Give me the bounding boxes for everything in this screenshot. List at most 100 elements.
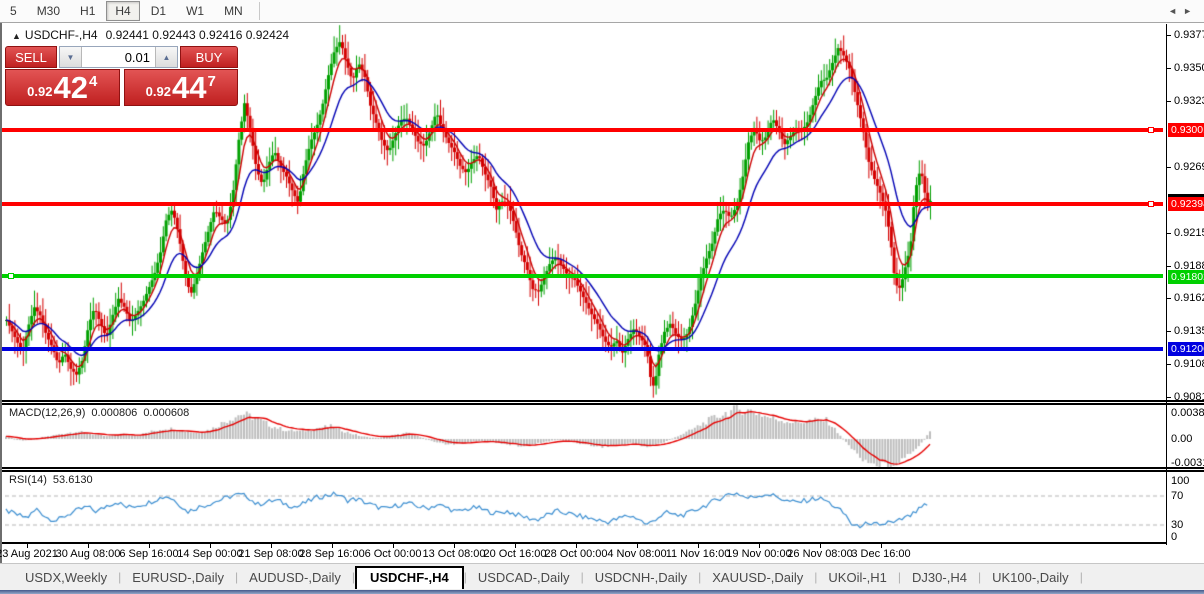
price-axis-label: 0.91885 <box>1174 260 1204 272</box>
date-axis-tick <box>759 544 760 548</box>
macd-signal-value: 0.000608 <box>143 407 190 419</box>
price-axis-label: 0.91350 <box>1174 325 1204 337</box>
price-axis-tick <box>1167 397 1171 398</box>
macd-indicator-canvas[interactable] <box>5 405 1166 467</box>
date-axis[interactable]: 23 Aug 2021 30 Aug 08:00 6 Sep 16:00 14 Sep… <box>0 544 1204 563</box>
date-axis-label: 6 Sep 16:00 <box>119 548 179 560</box>
price-axis-tick <box>1167 266 1171 267</box>
timeframe-button-h1[interactable]: H1 <box>80 4 96 18</box>
date-axis-tick <box>393 544 394 548</box>
date-axis-label: 21 Sep 08:00 <box>238 548 304 560</box>
tab-ukoil-h1[interactable]: UKOil-,H1 <box>828 569 887 585</box>
tab-usdchf-h4[interactable]: USDCHF-,H4 <box>354 565 464 589</box>
tab-separator: | <box>351 570 355 584</box>
date-axis-tick <box>149 544 150 548</box>
price-line-0.92394[interactable] <box>2 202 1163 206</box>
price-line-0.93001[interactable] <box>2 128 1163 132</box>
window-bottom-edge <box>0 590 1204 594</box>
price-axis-tick <box>1167 298 1171 299</box>
price-line-0.91206[interactable] <box>2 347 1163 351</box>
chart-tabs-bar: USDX,Weekly | EURUSD-,Daily | AUDUSD-,Daily |… <box>0 563 1204 590</box>
timeframe-button-m30[interactable]: M30 <box>36 4 61 18</box>
date-axis-label: 26 Nov 08:00 <box>787 548 853 560</box>
tab-usdcnh-daily[interactable]: USDCNH-,Daily <box>594 569 688 585</box>
tab-separator: | <box>1079 570 1083 584</box>
date-axis-tick <box>210 544 211 548</box>
timeframe-toolbar: 5 M30 H1 H4 D1 W1 MN <box>0 0 1204 23</box>
price-axis-tick <box>1167 331 1171 332</box>
macd-main-value: 0.000806 <box>91 407 138 419</box>
date-axis-tick <box>271 544 272 548</box>
timeframe-button-h4[interactable]: H4 <box>106 1 140 21</box>
date-axis-label: 28 Oct 00:00 <box>544 548 608 560</box>
price-axis-line <box>1166 24 1167 545</box>
tab-usdx-weekly[interactable]: USDX,Weekly <box>25 569 108 585</box>
date-axis-label: 11 Nov 16:00 <box>665 548 731 560</box>
price-axis-label: 0.93505 <box>1174 62 1204 74</box>
date-axis-label: 13 Oct 08:00 <box>422 548 486 560</box>
price-line-label-0.92394: 0.92394 <box>1168 197 1204 211</box>
date-axis-label: 30 Aug 08:00 <box>55 548 121 560</box>
price-line-label-0.93001: 0.93001 <box>1168 123 1204 137</box>
price-axis-tick <box>1167 101 1171 102</box>
tab-separator: | <box>580 570 584 584</box>
date-axis-tick <box>881 544 882 548</box>
chart-window[interactable]: ▲USDCHF-,H40.92441 0.92443 0.92416 0.924… <box>0 23 1204 563</box>
price-line-0.91802[interactable] <box>2 274 1163 278</box>
date-axis-label: 28 Sep 16:00 <box>299 548 365 560</box>
date-axis-tick <box>88 544 89 548</box>
price-axis-label: 0.93775 <box>1174 29 1204 41</box>
date-axis-label: 23 Aug 2021 <box>0 548 58 560</box>
price-axis-label: 0.92155 <box>1174 227 1204 239</box>
price-line-handle[interactable] <box>1148 127 1154 133</box>
toolbar-separator <box>258 2 260 20</box>
tab-scroll-arrows[interactable]: ◄► <box>1168 6 1198 16</box>
tab-separator: | <box>977 570 982 584</box>
tab-separator: | <box>118 570 122 584</box>
tab-dj30-h4[interactable]: DJ30-,H4 <box>912 569 967 585</box>
price-axis-label: 0.90810 <box>1174 391 1204 403</box>
date-axis-tick <box>576 544 577 548</box>
price-chart-canvas[interactable] <box>5 24 1166 401</box>
price-axis-tick <box>1167 68 1171 69</box>
tab-eurusd-daily[interactable]: EURUSD-,Daily <box>132 569 224 585</box>
date-axis-label: 20 Oct 16:00 <box>483 548 547 560</box>
rsi-axis-label: 30 <box>1171 519 1184 531</box>
tab-separator: | <box>463 570 467 584</box>
rsi-axis-label: 0 <box>1171 531 1178 543</box>
rsi-axis-label: 100 <box>1171 475 1190 487</box>
tab-scroll-right-icon[interactable]: ► <box>1183 6 1198 16</box>
date-axis-label: 14 Sep 00:00 <box>177 548 243 560</box>
macd-axis-label: 0.003815 <box>1171 407 1204 419</box>
rsi-indicator-canvas[interactable] <box>5 472 1166 542</box>
price-line-label-0.91206: 0.91206 <box>1168 342 1204 356</box>
macd-axis-label: 0.00 <box>1171 433 1193 445</box>
time-axis-line <box>2 542 1167 544</box>
rsi-label: RSI(14) 53.6130 <box>9 474 93 486</box>
price-axis-label: 0.92695 <box>1174 161 1204 173</box>
timeframe-button-mn[interactable]: MN <box>224 4 243 18</box>
timeframe-button-d1[interactable]: D1 <box>150 4 167 18</box>
tab-uk100-daily[interactable]: UK100-,Daily <box>992 569 1069 585</box>
price-line-label-0.91802: 0.91802 <box>1168 270 1204 284</box>
date-axis-tick <box>27 544 28 548</box>
pane-separator-rsi[interactable] <box>2 467 1204 472</box>
tab-scroll-left-icon[interactable]: ◄ <box>1168 6 1184 16</box>
tab-xauusd-daily[interactable]: XAUUSD-,Daily <box>712 569 804 585</box>
price-axis-tick <box>1167 364 1171 365</box>
tab-separator: | <box>698 570 702 584</box>
pane-separator-macd[interactable] <box>2 400 1204 405</box>
date-axis-tick <box>454 544 455 548</box>
price-line-handle[interactable] <box>1148 201 1154 207</box>
tab-audusd-daily[interactable]: AUDUSD-,Daily <box>249 569 341 585</box>
price-line-handle[interactable] <box>8 273 14 279</box>
macd-label: MACD(12,26,9) 0.000806 0.000608 <box>9 407 190 419</box>
date-axis-tick <box>515 544 516 548</box>
tab-separator: | <box>234 570 239 584</box>
timeframe-button-w1[interactable]: W1 <box>186 4 205 18</box>
rsi-axis-label: 70 <box>1171 490 1184 502</box>
tab-usdcad-daily[interactable]: USDCAD-,Daily <box>477 569 570 585</box>
price-axis-tick <box>1167 35 1171 36</box>
timeframe-button-5[interactable]: 5 <box>10 4 17 18</box>
